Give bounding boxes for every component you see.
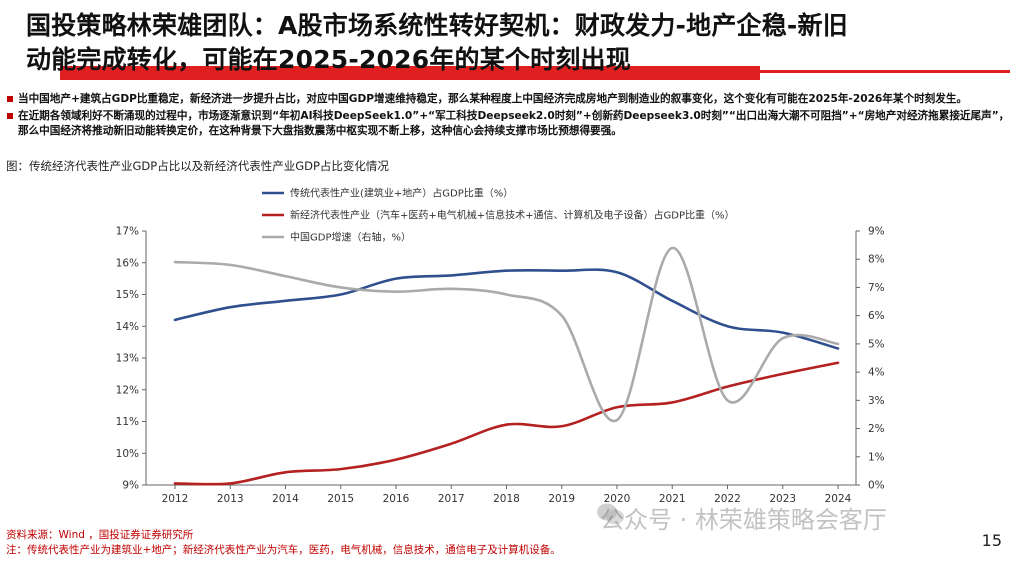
y-right-tick-label: 5% — [868, 338, 885, 350]
y-left-tick-label: 14% — [116, 321, 139, 333]
y-right-tick-label: 0% — [868, 480, 885, 492]
bullet-text: 当中国地产+建筑占GDP比重稳定，新经济进一步提升占比，对应中国GDP增速维持稳… — [18, 93, 968, 105]
x-tick-label: 2014 — [272, 493, 299, 505]
y-left-tick-label: 16% — [116, 257, 139, 269]
y-right-tick-label: 1% — [868, 451, 885, 463]
y-left-tick-label: 11% — [116, 416, 139, 428]
gdp-growth-line — [173, 246, 840, 423]
x-tick-label: 2020 — [604, 493, 631, 505]
x-tick-label: 2024 — [825, 493, 852, 505]
y-right-tick-label: 6% — [868, 310, 885, 322]
y-right-tick-label: 7% — [868, 282, 885, 294]
square-bullet-icon — [7, 113, 13, 119]
legend-item: 传统代表性产业(建筑业+地产）占GDP比重（%） — [262, 187, 513, 200]
title-line-2: 动能完成转化，可能在2025-2026年的某个时刻出现 — [26, 45, 631, 74]
y-left-tick-label: 15% — [116, 289, 139, 301]
y-right-tick-label: 3% — [868, 395, 885, 407]
x-tick-label: 2023 — [769, 493, 796, 505]
bullet-list: 当中国地产+建筑占GDP比重稳定，新经济进一步提升占比，对应中国GDP增速维持稳… — [6, 92, 1011, 141]
y-left-tick-label: 10% — [116, 448, 139, 460]
legend-item: 新经济代表性产业（汽车+医药+电气机械+信息技术+通信、计算机及电子设备）占GD… — [262, 209, 735, 222]
y-left-tick-label: 12% — [116, 384, 139, 396]
y-right-tick-label: 9% — [868, 226, 885, 238]
traditional-industry-line — [173, 268, 840, 350]
y-right-tick-label: 2% — [868, 423, 885, 435]
watermark: 公众号 · 林荣雄策略会客厅 — [600, 506, 887, 534]
x-tick-label: 2016 — [383, 493, 410, 505]
slide-title: 国投策略林荣雄团队：A股市场系统性转好契机：财政发力-地产企稳-新旧 动能完成转… — [0, 0, 1024, 82]
legend-label: 传统代表性产业(建筑业+地产）占GDP比重（%） — [290, 187, 513, 200]
legend-label: 中国GDP增速（右轴，%） — [290, 231, 411, 244]
bullet-item: 当中国地产+建筑占GDP比重稳定，新经济进一步提升占比，对应中国GDP增速维持稳… — [6, 92, 1011, 107]
x-tick-label: 2015 — [327, 493, 354, 505]
legend-item: 中国GDP增速（右轴，%） — [262, 231, 411, 244]
footnote: 注：传统代表性产业为建筑业+地产；新经济代表性产业为汽车，医药，电气机械，信息技… — [6, 544, 561, 556]
legend-label: 新经济代表性产业（汽车+医药+电气机械+信息技术+通信、计算机及电子设备）占GD… — [290, 209, 735, 222]
y-left-tick-label: 17% — [116, 226, 139, 238]
x-tick-label: 2012 — [162, 493, 189, 505]
x-tick-label: 2021 — [659, 493, 686, 505]
y-right-tick-label: 4% — [868, 367, 885, 379]
x-tick-label: 2019 — [548, 493, 575, 505]
title-highlight-bar — [60, 66, 760, 80]
x-tick-label: 2013 — [217, 493, 244, 505]
new-economy-line — [173, 361, 840, 486]
source-note: 资料来源：Wind ，国投证券证券研究所 — [6, 529, 194, 541]
figure-caption: 图：传统经济代表性产业GDP占比以及新经济代表性产业GDP占比变化情况 — [6, 159, 389, 173]
title-rule — [760, 70, 1010, 73]
x-tick-label: 2022 — [714, 493, 741, 505]
title-line-1: 国投策略林荣雄团队：A股市场系统性转好契机：财政发力-地产企稳-新旧 — [26, 11, 848, 40]
bullet-text: 在近期各领域利好不断涌现的过程中，市场逐渐意识到“年初AI科技DeepSeek1… — [18, 110, 1010, 137]
y-left-tick-label: 9% — [122, 480, 139, 492]
x-tick-label: 2017 — [438, 493, 465, 505]
y-left-tick-label: 13% — [116, 353, 139, 365]
x-tick-label: 2018 — [493, 493, 520, 505]
line-chart: 9% 10% 11% 12% 13% 14% 15% 16% 17% 0% 1% 2% 3% 4% 5% 6%… — [116, 187, 885, 506]
y-right-tick-label: 8% — [868, 254, 885, 266]
wechat-icon — [597, 503, 624, 525]
bullet-item: 在近期各领域利好不断涌现的过程中，市场逐渐意识到“年初AI科技DeepSeek1… — [6, 109, 1011, 139]
page-number: 15 — [981, 531, 1002, 550]
square-bullet-icon — [7, 96, 13, 102]
